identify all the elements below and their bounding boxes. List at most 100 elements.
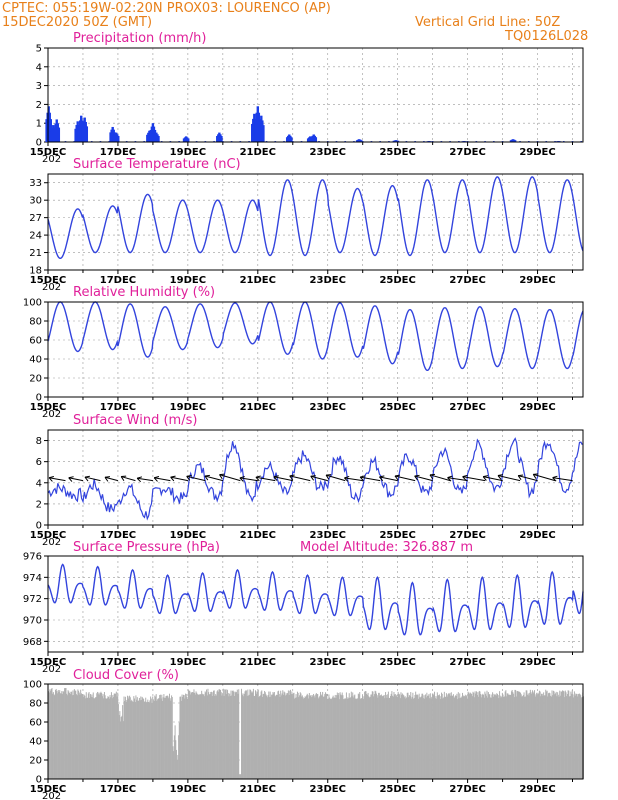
cloud-bar [314,697,316,779]
cloud-bar [171,695,173,779]
x-tick-label: 29DEC [519,147,555,158]
cloud-bar [368,696,370,779]
cloud-bar [138,700,140,779]
cloud-bar [508,694,510,779]
cloud-bar [427,695,429,779]
wind-arrow-head [170,475,176,482]
cloud-bar [257,689,259,779]
cloud-bar [344,698,346,779]
cloud-bar [442,698,444,779]
cloud-bar [89,697,91,779]
panel-border [47,301,584,398]
cloud-bar [258,697,260,779]
y-tick-label: 60 [29,718,42,729]
y-tick-label: 3 [36,81,42,92]
cloud-bar [322,691,324,779]
cloud-bar [466,698,468,779]
cloud-bar [289,690,291,779]
cloud-bar [548,692,550,779]
cloud-bar [122,721,124,779]
y-tick-label: 0 [36,521,42,532]
precip-bar [290,137,293,142]
cloud-bar [268,691,270,779]
cloud-bar [463,696,465,779]
panel-precip: 0 1 2 3 4 5 15DEC 17DEC 19DEC 21DEC 23DEC 25DEC 27DE… [30,44,584,165]
cloud-bar [358,694,360,779]
x-tick-label: 27DEC [449,402,485,413]
cloud-bar [192,692,194,779]
cloud-bar [200,694,202,779]
cloud-bar [301,696,303,779]
cloud-bar [377,697,379,779]
cloud-bar [88,692,90,779]
cloud-bar [162,697,164,779]
cloud-bar [61,694,63,779]
y-tick-label: 976 [23,552,42,563]
cloud-bar [299,692,301,779]
cloud-bar [485,695,487,779]
cloud-bar [299,695,301,779]
cloud-bar [385,694,387,779]
cloud-bar [416,694,418,779]
cloud-bar [265,694,267,779]
cloud-bar [412,692,414,779]
cloud-bar [455,695,457,779]
cloud-bar [361,698,363,779]
cloud-bar [490,697,492,779]
cloud-bar [134,702,136,779]
cloud-bar [554,694,556,779]
cloud-bar [536,692,538,779]
cloud-bar [398,693,400,779]
cloud-bar [136,697,138,779]
cloud-bar [193,689,195,779]
cloud-bar [450,695,452,779]
cloud-bar [139,700,141,779]
cloud-bar [386,697,388,779]
cloud-bar [287,690,289,779]
cloud-bar [464,696,466,779]
cloud-bar [167,696,169,779]
cloud-bar [529,689,531,779]
cloud-bar [350,691,352,779]
cloud-bar [443,697,445,779]
cloud-bar [196,692,198,779]
cloud-bar [341,692,343,779]
cloud-bar [396,694,398,779]
cloud-bar [362,695,364,779]
cloud-bar [373,696,375,779]
cloud-bar [152,699,154,779]
cloud-bar [169,698,171,779]
cloud-bar [149,700,151,779]
cloud-bar [141,699,143,779]
wind-arrow [219,474,241,482]
cloud-bar [234,691,236,779]
cloud-bar [520,694,522,779]
wind-arrow-head [414,474,420,481]
y-tick-label: 6 [36,457,42,468]
cloud-bar [552,690,554,779]
cloud-bar [492,692,494,779]
cloud-bar [375,691,377,779]
cloud-bar [397,691,399,779]
cloud-bar [319,695,321,779]
cloud-bar [362,698,364,779]
cloud-bar [568,690,570,779]
cloud-bar [555,691,557,779]
cloud-bar [481,694,483,779]
cloud-bar [236,689,238,779]
x-tick-label: 23DEC [310,530,346,541]
cloud-bar [566,693,568,779]
x-tick-label: 17DEC [100,275,136,286]
cloud-bar [437,695,439,779]
cloud-bar [502,694,504,779]
cloud-bar [296,697,298,779]
cloud-bar [540,696,542,779]
cloud-bar [201,693,203,779]
panel-border [47,683,584,780]
cloud-bar [527,694,529,779]
cloud-bar [85,698,87,779]
cloud-bar [456,693,458,779]
cloud-bar [482,694,484,779]
cloud-bar [420,696,422,779]
precip-bar [85,126,89,142]
